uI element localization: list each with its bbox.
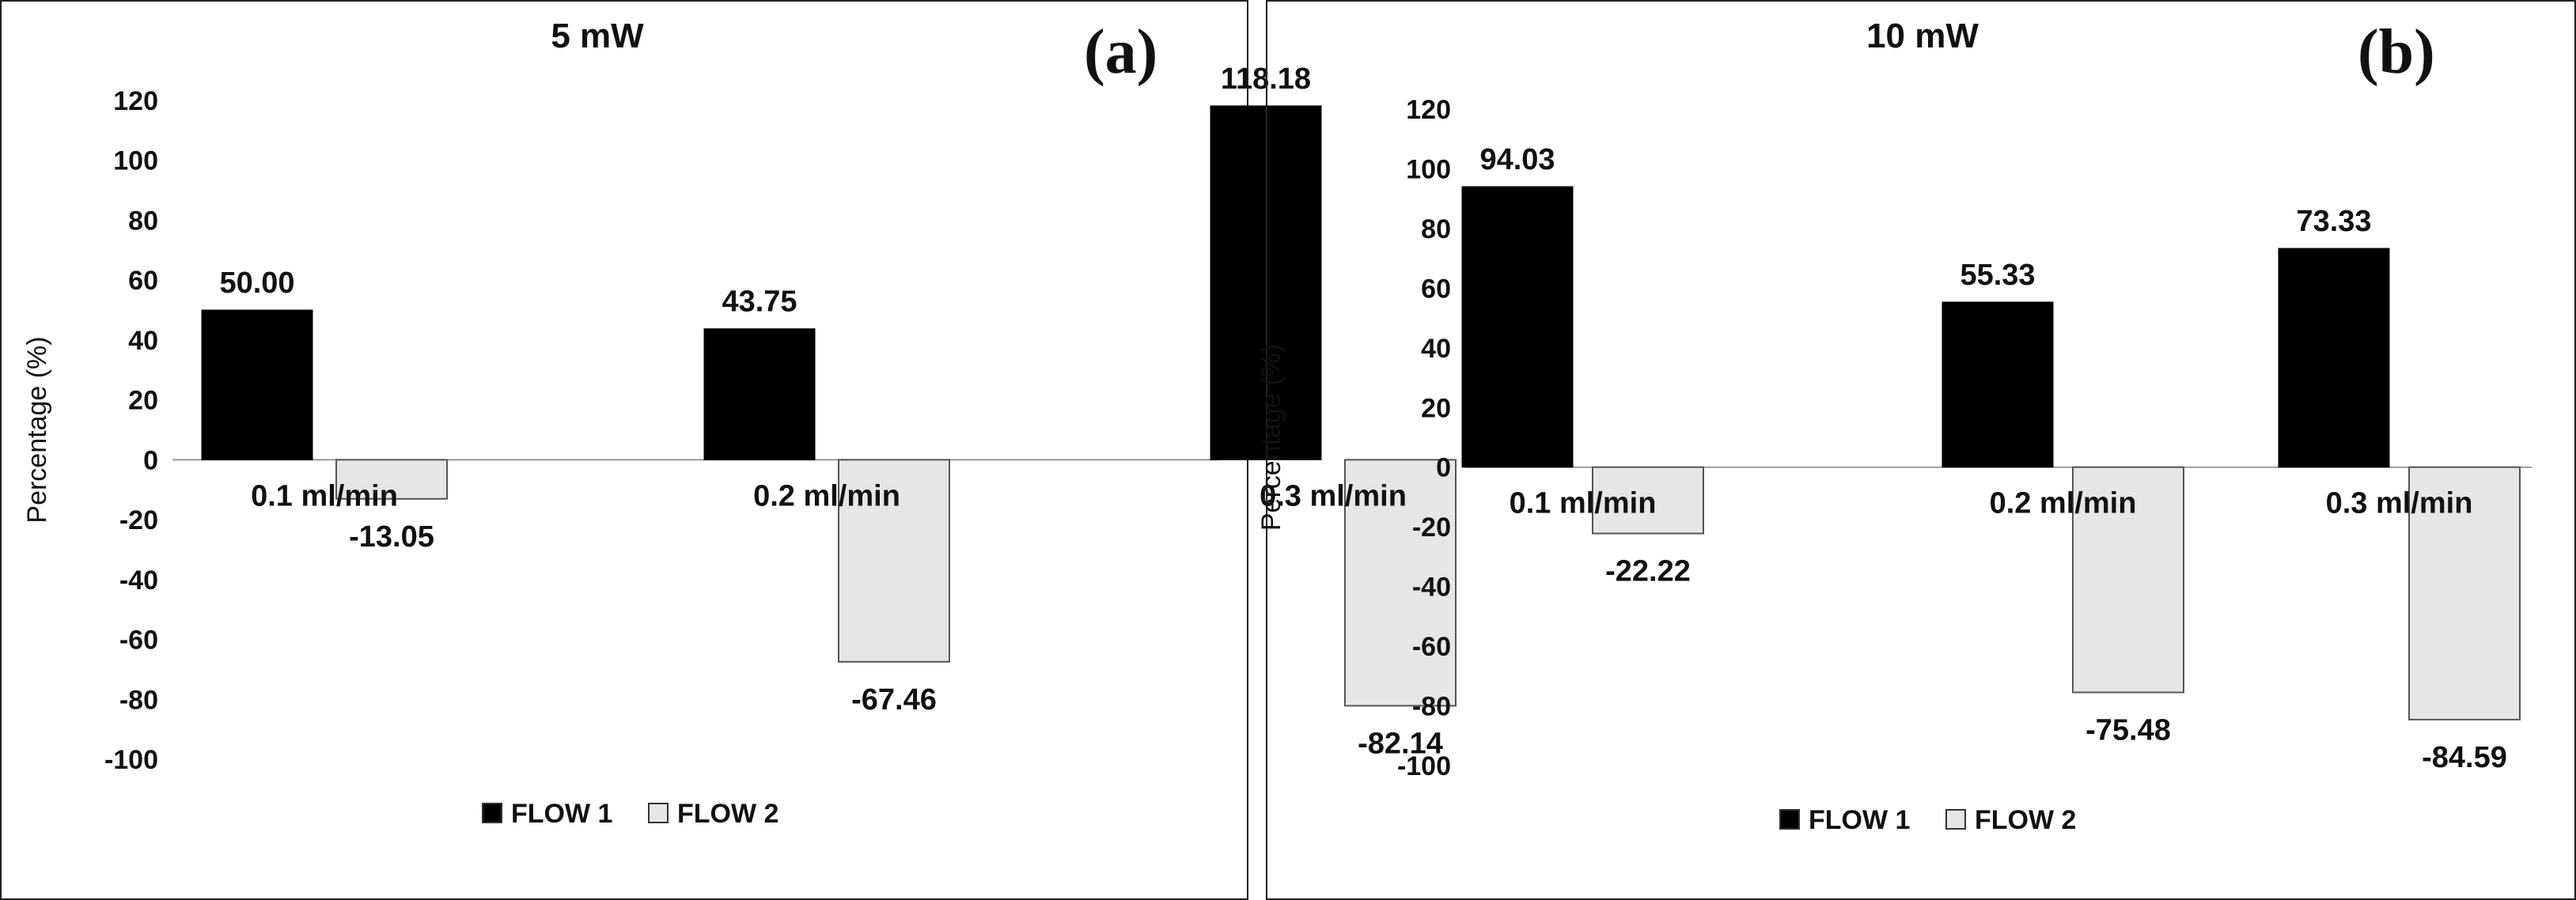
data-label: -82.14 [1358,727,1443,760]
data-label: 43.75 [722,286,797,319]
y-tick-label: 40 [128,326,158,356]
y-tick-label: 120 [113,86,158,116]
category-label: 0.2 ml/min [753,479,900,512]
data-label: 50.00 [219,267,294,300]
y-tick-label: -60 [1412,632,1451,662]
bar-flow-2-3 [1344,459,1457,707]
data-label: -22.22 [1605,555,1691,588]
bar-flow-1-2 [703,328,816,460]
category-label: 0.3 ml/min [1260,479,1407,512]
y-tick-label: -80 [1412,692,1451,722]
category-label: 0.3 ml/min [2326,487,2473,520]
bar-flow-2-1 [335,459,448,500]
bar-flow-1-1 [201,309,313,460]
category-label: 0.1 ml/min [1510,487,1657,520]
y-tick-label: 20 [1421,393,1451,423]
y-tick-label: 40 [1421,334,1451,364]
legend-label: FLOW 2 [677,799,778,829]
data-label: -67.46 [851,683,937,717]
legend-swatch-flow-2 [648,803,669,823]
y-tick-label: 80 [1421,214,1451,244]
legend-label: FLOW 1 [511,799,612,829]
y-tick-label: -100 [1397,751,1451,781]
y-tick-label: 100 [113,146,158,176]
chart-panel-a: 5 mW (a) Percentage (%) 120 100 80 60 40 20 0 -20 -… [0,0,1457,900]
y-tick-label: -40 [1412,573,1451,603]
y-axis-label: Percentage (%) [1256,344,1286,531]
panel-border [1266,0,2576,900]
bar-flow-1-2 [1941,301,2054,468]
y-tick-label: 120 [1406,95,1451,125]
y-tick-label: 0 [1436,453,1451,483]
panel-border [0,0,1248,900]
y-tick-label: 100 [1406,154,1451,184]
chart-panel-b: 10 mW (b) Percentage (%) 120 100 80 60 40 20 0 -20… [1256,0,2576,900]
bar-flow-2-3 [2408,466,2521,720]
data-label: 55.33 [1960,259,2035,292]
y-tick-label: 0 [143,445,158,475]
y-tick-label: -20 [119,505,158,535]
y-tick-label: -80 [119,685,158,715]
data-label: -75.48 [2085,713,2171,747]
chart-title: 10 mW [1866,17,1979,55]
y-axis-label: Percentage (%) [22,336,52,523]
legend-label: FLOW 2 [1975,805,2076,835]
y-tick-label: 60 [1421,274,1451,304]
y-tick-label: -20 [1412,512,1451,543]
bar-flow-2-2 [838,459,950,663]
legend-swatch-flow-2 [1945,809,1966,830]
panel-letter: (b) [2358,17,2435,87]
data-label: -84.59 [2422,741,2507,774]
y-tick-label: -100 [104,745,158,775]
data-label: 94.03 [1479,143,1555,176]
bar-flow-2-2 [2072,466,2184,694]
chart-title: 5 mW [551,17,644,55]
legend-swatch-flow-1 [482,803,502,823]
data-label: 73.33 [2296,205,2371,238]
bar-flow-1-3 [2278,248,2390,468]
y-tick-label: -60 [119,626,158,656]
y-tick-label: 20 [128,386,158,416]
category-label: 0.2 ml/min [1990,487,2137,520]
legend-swatch-flow-1 [1779,809,1800,830]
bar-flow-2-1 [1592,466,1704,535]
y-tick-label: 60 [128,266,158,296]
category-label: 0.1 ml/min [251,479,398,512]
data-label: -13.05 [349,520,434,554]
panel-letter: (a) [1084,17,1157,87]
y-tick-label: -40 [119,565,158,596]
bar-flow-1-1 [1461,186,1574,468]
legend-label: FLOW 1 [1809,805,1910,835]
y-tick-label: 80 [128,206,158,236]
